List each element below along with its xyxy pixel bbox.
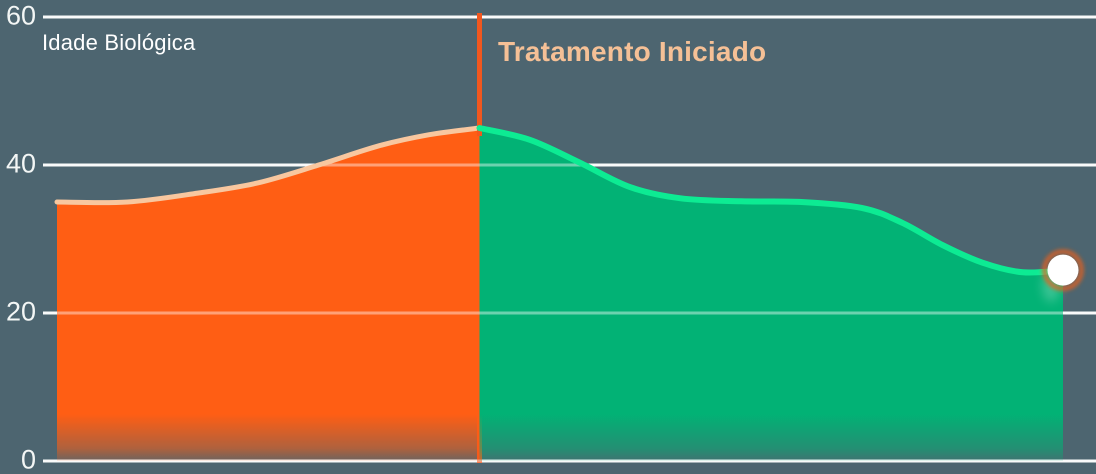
area-after-treatment: [479, 128, 1063, 461]
y-tick-label: 40: [5, 148, 36, 179]
y-tick-label: 60: [5, 0, 36, 31]
chart-title: Idade Biológica: [42, 30, 196, 55]
curve-after-treatment: [476, 125, 1066, 276]
area-before-treatment: [57, 128, 480, 461]
treatment-start-label: Tratamento Iniciado: [498, 36, 767, 67]
end-marker-dot: [1047, 254, 1079, 286]
end-marker-glow: [1042, 249, 1084, 291]
y-tick-label: 0: [20, 444, 36, 474]
curve-before-treatment: [54, 125, 482, 206]
gridlines-overlay: [43, 15, 1096, 463]
y-tick-label: 20: [5, 296, 36, 327]
